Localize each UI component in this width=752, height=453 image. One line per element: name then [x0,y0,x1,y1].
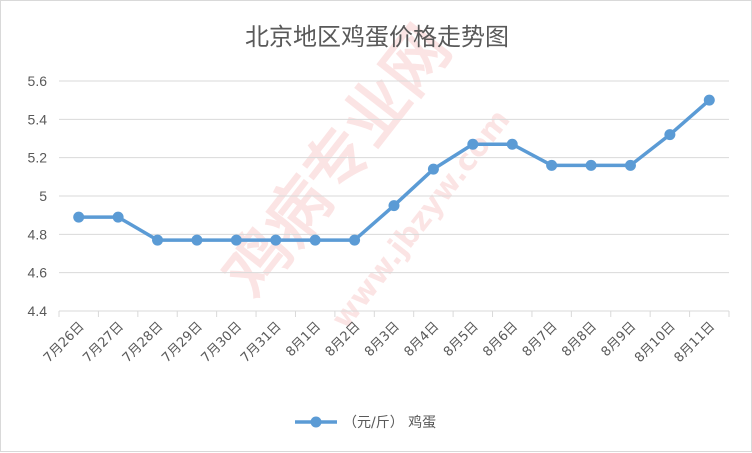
y-axis-ticks: 4.4 4.6 4.8 5 5.2 5.4 5.6 [28,73,48,319]
data-point [152,234,164,246]
data-point [73,211,85,223]
chart-title: 北京地区鸡蛋价格走势图 [245,23,509,51]
data-point [230,234,242,246]
y-tick-label: 4.6 [28,265,48,281]
x-tick-label: 7月27日 [80,319,127,366]
data-point [191,234,203,246]
y-tick-label: 5.2 [28,150,48,166]
data-point [664,129,676,141]
x-axis-labels: 7月26日7月27日7月28日7月29日7月30日7月31日8月1日8月2日8月… [41,319,718,366]
data-points [73,94,715,246]
y-tick-label: 5 [39,188,47,204]
watermark-text: 鸡病专业网 [210,13,465,311]
x-tick-label: 8月1日 [283,319,324,360]
y-tick-label: 4.4 [28,303,48,319]
y-tick-label: 4.8 [28,226,48,242]
data-point [467,138,479,150]
x-tick-label: 7月29日 [159,319,206,366]
x-tick-label: 8月7日 [520,319,561,360]
x-tick-label: 8月6日 [480,319,521,360]
legend-label: （元/斤） 鸡蛋 [343,414,436,431]
data-point [309,234,321,246]
x-tick-label: 8月4日 [402,319,443,360]
y-tick-label: 5.4 [28,111,48,127]
x-tick-label: 7月30日 [199,319,246,366]
data-point [624,159,636,171]
data-point [546,159,558,171]
x-tick-label: 8月11日 [672,319,719,366]
x-tick-label: 8月5日 [441,319,482,360]
data-point [388,200,400,212]
data-point [112,211,124,223]
legend-marker [310,416,322,428]
legend: （元/斤） 鸡蛋 [295,414,436,431]
watermark-layer: 鸡病专业网 www.jbzyw.com [210,13,517,336]
data-point [585,159,597,171]
x-tick-label: 8月8日 [559,319,600,360]
data-point [270,234,282,246]
x-tick-label: 7月26日 [41,319,88,366]
x-tick-label: 7月28日 [120,319,167,366]
data-point [703,94,715,106]
data-point [349,234,361,246]
y-tick-label: 5.6 [28,73,48,89]
data-point [506,138,518,150]
x-tick-label: 7月31日 [238,319,285,366]
x-tick-label: 8月10日 [632,319,679,366]
data-point [427,163,439,175]
x-axis-ticks [58,311,730,317]
x-tick-label: 8月3日 [362,319,403,360]
